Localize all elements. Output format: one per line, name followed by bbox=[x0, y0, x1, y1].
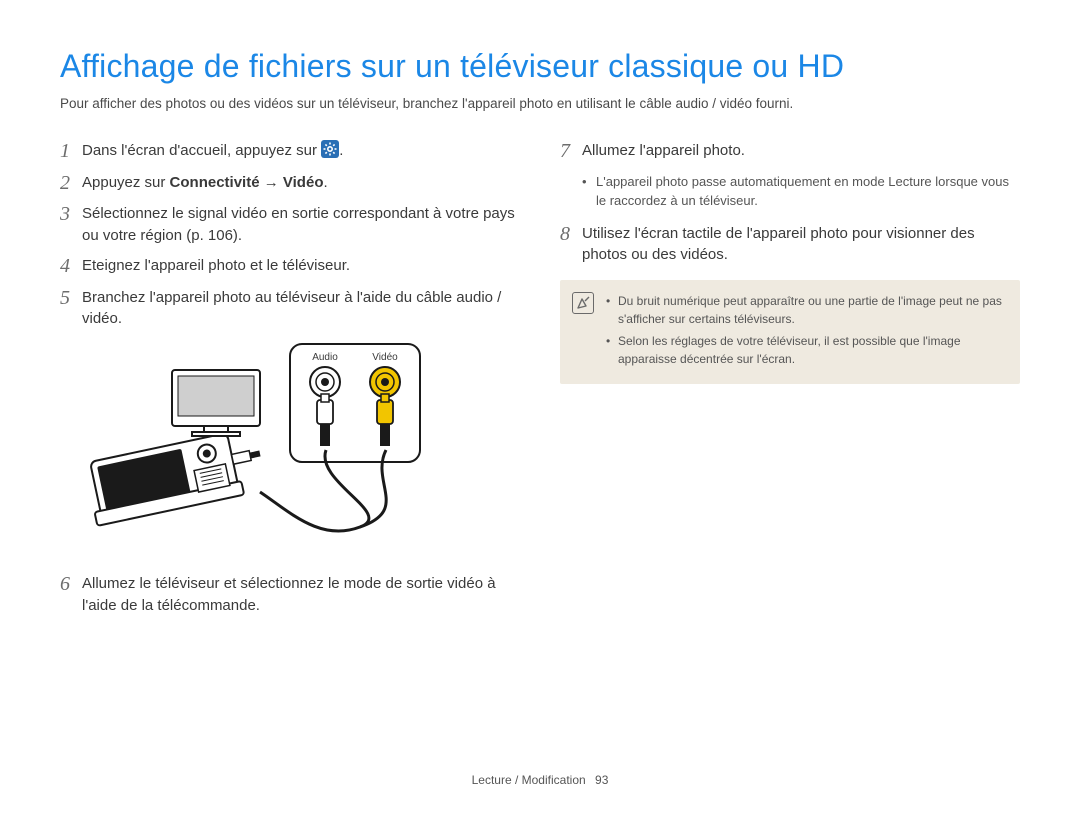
step-number: 1 bbox=[60, 139, 70, 163]
step-number: 8 bbox=[560, 222, 570, 246]
right-column: 7 Allumez l'appareil photo. L'appareil p… bbox=[560, 140, 1020, 625]
note-box: Du bruit numérique peut apparaître ou un… bbox=[560, 280, 1020, 384]
step-text: Utilisez l'écran tactile de l'appareil p… bbox=[582, 223, 1020, 267]
step-text: Appuyez sur Connectivité → Vidéo. bbox=[82, 172, 520, 196]
step-8: 8 Utilisez l'écran tactile de l'appareil… bbox=[560, 223, 1020, 267]
gear-icon bbox=[321, 140, 339, 158]
note-item: Du bruit numérique peut apparaître ou un… bbox=[606, 292, 1006, 328]
connection-diagram: Audio Vidéo bbox=[60, 342, 520, 557]
camera-icon bbox=[84, 427, 268, 526]
step-text: Allumez l'appareil photo. bbox=[582, 140, 1020, 164]
step-5: 5 Branchez l'appareil photo au téléviseu… bbox=[60, 287, 520, 331]
step-number: 5 bbox=[60, 286, 70, 310]
audio-label: Audio bbox=[312, 352, 338, 363]
note-icon bbox=[572, 292, 594, 314]
video-label: Vidéo bbox=[372, 352, 398, 363]
step-number: 4 bbox=[60, 254, 70, 278]
note-item: Selon les réglages de votre téléviseur, … bbox=[606, 332, 1006, 368]
step-number: 7 bbox=[560, 139, 570, 163]
step-text: Branchez l'appareil photo au téléviseur … bbox=[82, 287, 520, 331]
tv-icon bbox=[172, 370, 260, 436]
footer-page-number: 93 bbox=[595, 773, 608, 787]
step-7-notes: L'appareil photo passe automatiquement e… bbox=[582, 172, 1020, 211]
sub-bullet: L'appareil photo passe automatiquement e… bbox=[582, 172, 1020, 211]
step-number: 6 bbox=[60, 572, 70, 596]
step-7: 7 Allumez l'appareil photo. bbox=[560, 140, 1020, 164]
step-text: Dans l'écran d'accueil, appuyez sur bbox=[82, 140, 520, 164]
step-text: Eteignez l'appareil photo et le télévise… bbox=[82, 255, 520, 279]
step-1: 1 Dans l'écran d'accueil, appuyez sur bbox=[60, 140, 520, 164]
step-text: Allumez le téléviseur et sélectionnez le… bbox=[82, 573, 520, 617]
step-text: Sélectionnez le signal vidéo en sortie c… bbox=[82, 203, 520, 247]
connector-panel: Audio Vidéo bbox=[290, 344, 420, 462]
step-number: 2 bbox=[60, 171, 70, 195]
step-3: 3 Sélectionnez le signal vidéo en sortie… bbox=[60, 203, 520, 247]
left-column: 1 Dans l'écran d'accueil, appuyez sur bbox=[60, 140, 520, 625]
footer-section: Lecture / Modification bbox=[472, 773, 586, 787]
two-column-layout: 1 Dans l'écran d'accueil, appuyez sur bbox=[60, 140, 1020, 625]
intro-text: Pour afficher des photos ou des vidéos s… bbox=[60, 95, 1020, 114]
step-4: 4 Eteignez l'appareil photo et le télévi… bbox=[60, 255, 520, 279]
step-6: 6 Allumez le téléviseur et sélectionnez … bbox=[60, 573, 520, 617]
page-footer: Lecture / Modification 93 bbox=[0, 773, 1080, 787]
step-2: 2 Appuyez sur Connectivité → Vidéo. bbox=[60, 172, 520, 196]
step-number: 3 bbox=[60, 202, 70, 226]
page-title: Affichage de fichiers sur un téléviseur … bbox=[60, 48, 1020, 85]
